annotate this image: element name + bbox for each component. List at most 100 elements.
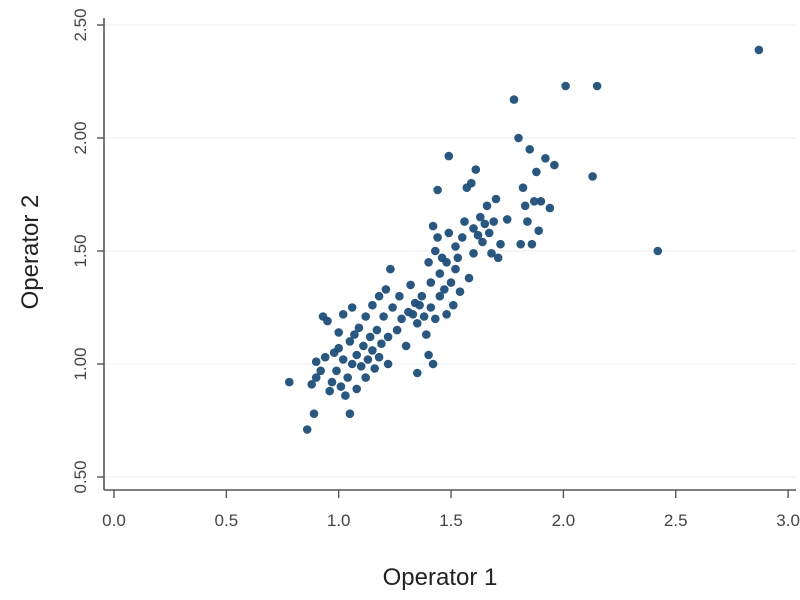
data-point	[408, 310, 418, 319]
data-point	[754, 45, 764, 55]
data-point	[550, 160, 559, 170]
data-point	[415, 300, 424, 310]
data-point	[397, 314, 406, 324]
data-point	[386, 264, 395, 274]
data-point	[536, 197, 546, 206]
data-point	[545, 203, 555, 213]
y-tick-label: 1.00	[71, 347, 90, 380]
data-point	[653, 246, 663, 256]
data-point	[388, 303, 397, 312]
data-point	[455, 287, 465, 297]
data-point	[444, 228, 454, 238]
y-tick-label: 1.50	[71, 234, 90, 267]
data-point	[365, 332, 375, 342]
data-point	[361, 312, 371, 321]
data-point	[343, 373, 353, 382]
data-point	[502, 215, 512, 224]
data-point	[334, 343, 344, 353]
data-point	[518, 183, 528, 192]
data-point	[469, 249, 478, 258]
data-point	[363, 355, 373, 364]
data-point	[392, 325, 402, 335]
data-point	[383, 332, 393, 342]
data-point	[352, 350, 362, 360]
data-point	[307, 380, 317, 389]
data-point	[444, 151, 454, 161]
data-point	[493, 253, 503, 263]
data-point	[433, 233, 442, 242]
data-point	[374, 291, 384, 301]
data-point	[426, 303, 436, 312]
data-point	[381, 285, 391, 294]
data-point	[383, 359, 393, 369]
data-point	[435, 269, 445, 278]
data-point	[311, 373, 321, 382]
data-point	[491, 194, 501, 204]
data-point	[469, 224, 478, 233]
data-point	[379, 312, 388, 321]
data-point	[377, 339, 386, 349]
data-point	[473, 230, 483, 240]
data-point	[471, 165, 481, 174]
data-point	[374, 352, 384, 362]
data-point	[478, 237, 487, 247]
data-point	[484, 228, 494, 238]
data-point	[489, 217, 499, 226]
data-point	[460, 217, 469, 226]
data-point	[428, 359, 438, 369]
data-point	[413, 319, 422, 328]
data-point	[309, 409, 319, 419]
data-point	[487, 249, 496, 258]
x-tick-label: 1.5	[439, 511, 463, 530]
data-point	[341, 391, 350, 400]
data-points	[285, 45, 764, 434]
data-point	[442, 258, 451, 267]
data-point	[347, 359, 357, 369]
data-point	[350, 330, 359, 339]
data-point	[476, 212, 485, 222]
data-point	[433, 185, 442, 195]
data-point	[368, 300, 377, 310]
data-point	[534, 226, 543, 235]
x-tick-label: 1.0	[327, 511, 351, 530]
data-point	[509, 95, 519, 104]
data-point	[334, 328, 344, 337]
data-point	[401, 341, 411, 351]
data-point	[424, 258, 433, 267]
data-point	[529, 197, 539, 206]
data-point	[428, 221, 438, 231]
data-point	[332, 366, 341, 376]
data-point	[435, 291, 445, 301]
data-point	[302, 425, 312, 434]
data-point	[323, 316, 332, 326]
data-point	[514, 133, 523, 143]
data-point	[356, 362, 366, 371]
y-axis-title: Operator 2	[17, 195, 44, 310]
data-point	[370, 364, 380, 373]
x-axis: 0.0 0.5 1.0 1.5 2.0 2.5 3.0	[102, 489, 800, 530]
y-tick-label: 2.50	[71, 8, 90, 41]
data-point	[347, 303, 357, 312]
data-point	[561, 81, 570, 91]
data-point	[440, 285, 449, 294]
data-point	[525, 145, 534, 154]
data-point	[588, 172, 597, 181]
data-point	[359, 341, 368, 351]
data-point	[532, 167, 541, 177]
x-tick-label: 2.5	[664, 511, 688, 530]
data-point	[527, 239, 537, 249]
data-point	[453, 253, 463, 263]
data-point	[354, 323, 364, 333]
x-axis-title: Operator 1	[383, 564, 498, 591]
data-point	[316, 366, 326, 376]
data-point	[482, 201, 492, 211]
data-point	[327, 377, 337, 387]
data-point	[320, 352, 330, 362]
data-point	[368, 346, 377, 355]
data-point	[431, 246, 440, 256]
data-point	[446, 278, 456, 287]
data-point	[449, 300, 458, 310]
y-axis: 0.50 1.00 1.50 2.00 2.50	[71, 8, 105, 494]
y-tick-label: 2.00	[71, 121, 90, 154]
x-tick-label: 3.0	[776, 511, 800, 530]
